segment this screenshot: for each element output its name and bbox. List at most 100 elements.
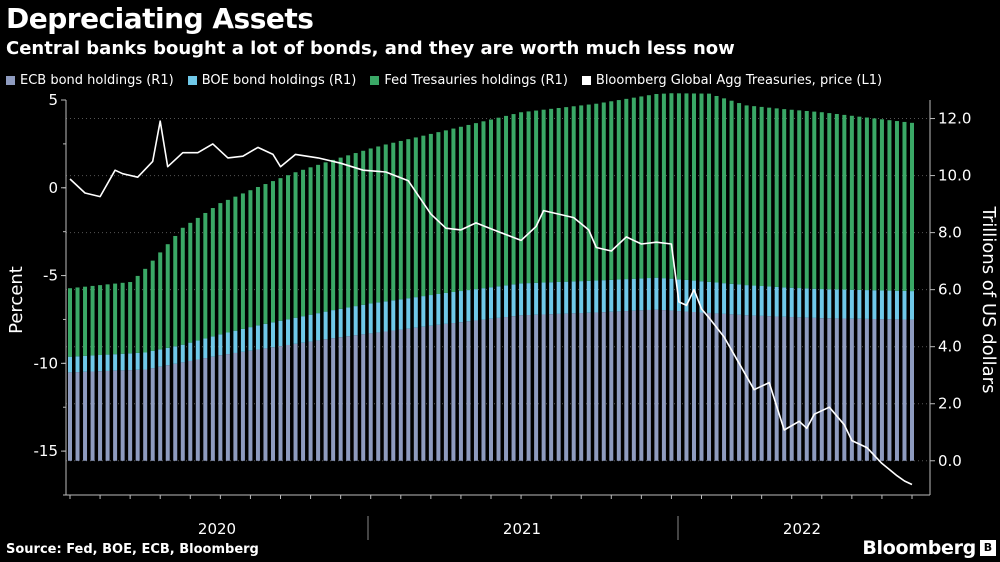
bar-boe xyxy=(849,289,854,319)
bar-fed xyxy=(105,284,110,355)
left-tick-label: -15 xyxy=(34,442,59,460)
bar-fed xyxy=(150,260,155,351)
bar-fed xyxy=(383,144,388,302)
bar-ecb xyxy=(737,314,742,461)
price-line-group xyxy=(69,120,913,486)
bar-fed xyxy=(910,122,914,292)
bar-boe xyxy=(894,290,899,320)
bar-fed xyxy=(301,169,306,317)
bar-boe xyxy=(293,317,298,344)
bar-boe xyxy=(316,313,321,341)
left-axis-title: Percent xyxy=(6,266,27,334)
bar-boe xyxy=(684,279,689,312)
bar-ecb xyxy=(669,310,674,461)
bar-boe xyxy=(722,283,727,314)
bar-fed xyxy=(827,113,832,290)
bar-ecb xyxy=(496,317,501,461)
bar-ecb xyxy=(504,317,509,461)
bar-ecb xyxy=(180,362,185,461)
bar-boe xyxy=(910,291,914,320)
bar-ecb xyxy=(383,331,388,461)
bar-boe xyxy=(631,278,636,311)
bar-ecb xyxy=(586,312,591,461)
bar-boe xyxy=(458,291,463,323)
bar-fed xyxy=(624,98,629,280)
bar-ecb xyxy=(113,370,118,461)
bar-fed xyxy=(308,167,313,315)
bar-fed xyxy=(489,119,493,288)
bar-ecb xyxy=(225,354,230,461)
bar-ecb xyxy=(834,318,839,461)
bar-fed xyxy=(158,252,163,350)
bar-boe xyxy=(707,281,712,313)
bar-fed xyxy=(270,181,275,323)
bar-ecb xyxy=(842,318,847,461)
bar-fed xyxy=(113,283,118,355)
bar-ecb xyxy=(699,312,704,461)
bar-fed xyxy=(707,93,712,282)
left-tick-label: -5 xyxy=(43,267,58,285)
bar-ecb xyxy=(466,321,471,461)
bar-ecb xyxy=(556,313,561,461)
bar-boe xyxy=(616,279,621,312)
bar-fed xyxy=(293,172,298,318)
bar-ecb xyxy=(639,310,644,461)
bar-fed xyxy=(676,93,681,280)
bar-fed xyxy=(872,118,877,291)
bar-ecb xyxy=(451,323,456,461)
bar-boe xyxy=(797,288,802,318)
bar-ecb xyxy=(203,358,208,461)
bar-ecb xyxy=(75,372,80,461)
bar-fed xyxy=(443,130,448,293)
bar-ecb xyxy=(316,340,321,461)
brand-logo-icon: B xyxy=(980,540,996,556)
bar-fed xyxy=(669,93,674,279)
bar-fed xyxy=(842,114,847,290)
right-tick-label: 2.0 xyxy=(938,395,962,413)
right-tick-label: 10.0 xyxy=(938,167,971,185)
bar-ecb xyxy=(331,338,336,461)
bar-fed xyxy=(812,111,817,289)
bar-boe xyxy=(842,289,847,319)
bar-ecb xyxy=(722,313,727,461)
bar-fed xyxy=(203,212,208,339)
bar-boe xyxy=(301,316,306,343)
bar-fed xyxy=(564,107,569,282)
bar-fed xyxy=(218,203,223,335)
bar-ecb xyxy=(549,314,554,461)
bar-boe xyxy=(661,278,666,311)
bar-boe xyxy=(556,281,561,314)
bar-ecb xyxy=(887,319,892,461)
bar-fed xyxy=(504,115,509,286)
bar-fed xyxy=(654,94,659,278)
bar-ecb xyxy=(308,341,313,461)
bar-ecb xyxy=(353,335,358,461)
legend-label-bloomberg-agg: Bloomberg Global Agg Treasuries, price (… xyxy=(595,73,883,88)
bar-boe xyxy=(879,290,884,320)
bar-fed xyxy=(338,157,343,309)
bar-fed xyxy=(188,222,193,343)
bar-fed xyxy=(541,109,546,283)
bar-boe xyxy=(601,280,606,313)
bar-boe xyxy=(338,308,343,338)
bar-fed xyxy=(451,128,456,292)
bar-fed xyxy=(571,106,576,282)
bar-ecb xyxy=(541,314,546,461)
bar-boe xyxy=(609,279,614,312)
bar-fed xyxy=(413,137,418,298)
bar-fed xyxy=(391,142,396,301)
bar-ecb xyxy=(128,370,133,461)
bar-boe xyxy=(443,292,448,324)
source-note: Source: Fed, BOE, ECB, Bloomberg xyxy=(6,542,259,557)
bar-ecb xyxy=(534,314,539,461)
bar-ecb xyxy=(436,324,441,461)
bar-boe xyxy=(68,356,72,373)
bar-boe xyxy=(624,279,629,312)
bar-boe xyxy=(864,290,869,319)
bar-fed xyxy=(714,95,719,283)
bar-boe xyxy=(744,285,749,316)
bar-fed xyxy=(436,132,441,294)
bars-group xyxy=(66,93,930,462)
bar-ecb xyxy=(759,315,764,461)
bar-boe xyxy=(421,296,426,327)
